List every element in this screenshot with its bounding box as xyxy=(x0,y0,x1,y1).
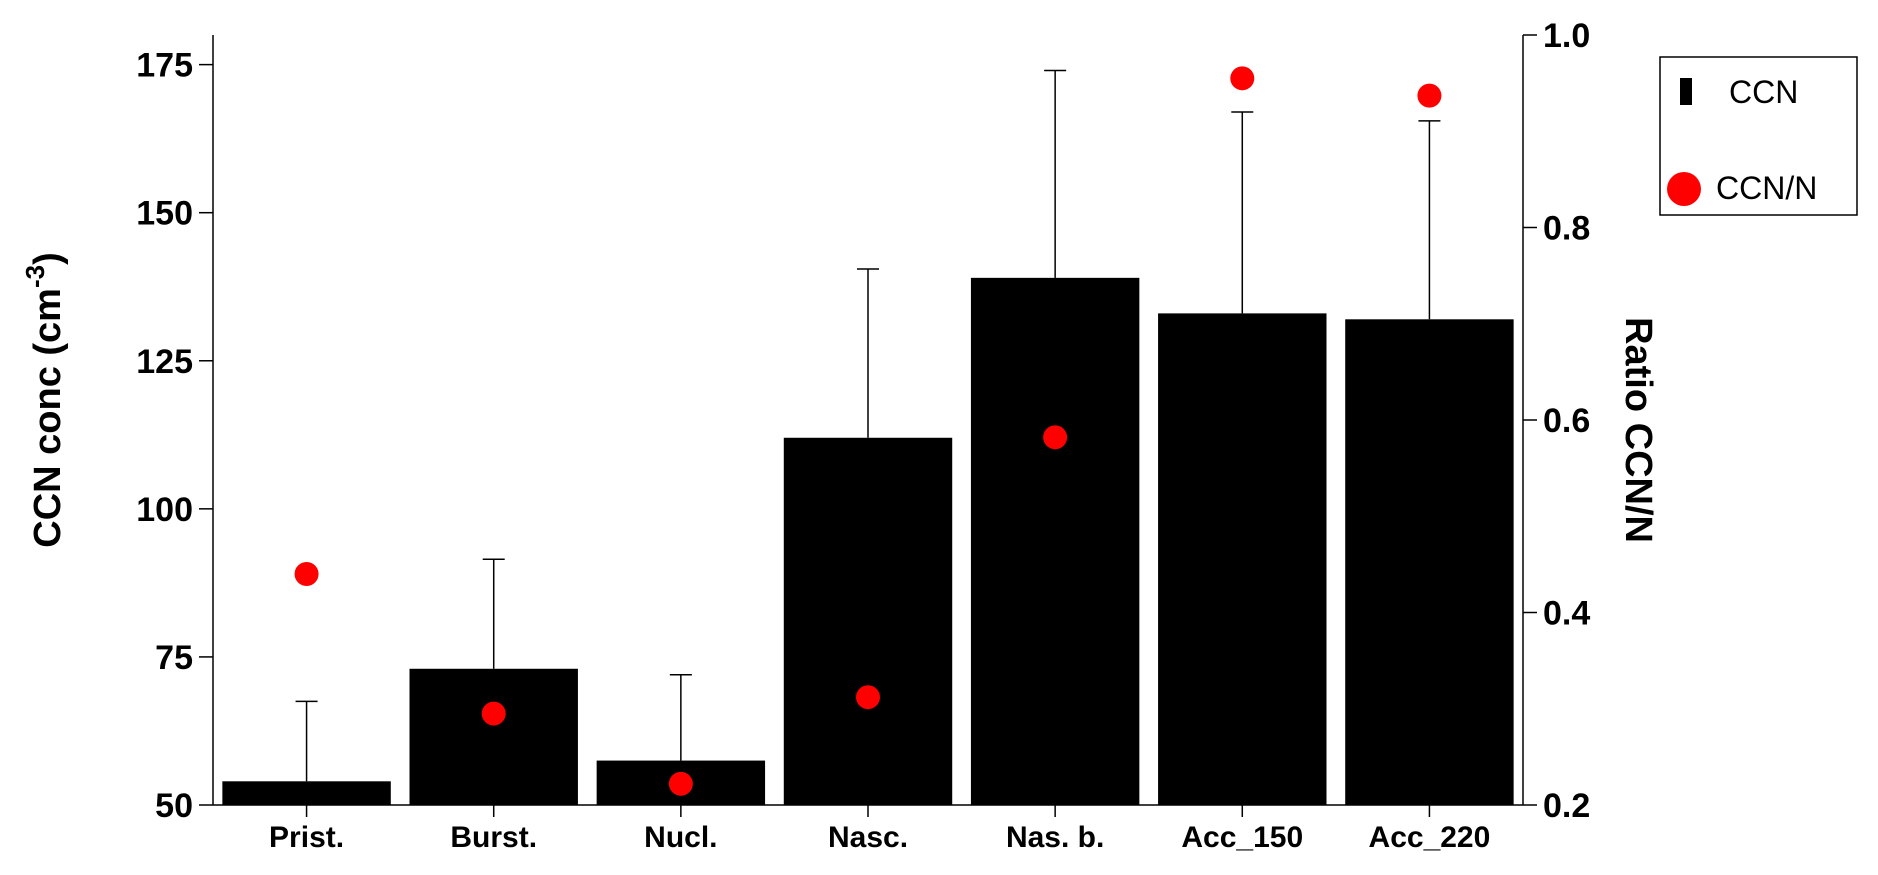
legend: CCN CCN/N xyxy=(1659,56,1858,216)
category-labels: Prist. Burst. Nucl. Nasc. Nas. b. Acc_150 Acc_… xyxy=(269,805,1490,854)
right-tick-label-0-8: 0.8 xyxy=(1543,210,1590,248)
left-tick-label-50: 50 xyxy=(155,787,193,825)
left-tick-label-75: 75 xyxy=(155,639,193,677)
right-tick-label-0-2: 0.2 xyxy=(1543,787,1590,825)
error-bar-group xyxy=(295,69,1441,782)
left-tick-label-125: 125 xyxy=(136,343,193,381)
marker-group xyxy=(294,66,1442,796)
right-axis-ticks: 0.2 0.4 0.6 0.8 1.0 xyxy=(1523,17,1590,825)
category-label-acc-220: Acc_220 xyxy=(1369,821,1491,854)
legend-marker-swatch xyxy=(1667,172,1701,206)
category-label-prist: Prist. xyxy=(269,821,344,854)
category-label-acc-150: Acc_150 xyxy=(1181,821,1303,854)
left-axis-title-close: ) xyxy=(27,252,69,265)
left-tick-label-100: 100 xyxy=(136,491,193,529)
ratio-point-burst xyxy=(481,701,506,726)
left-tick-label-175: 175 xyxy=(136,47,193,85)
legend-bar-swatch xyxy=(1680,78,1692,105)
ratio-point-nasc xyxy=(856,685,880,710)
left-tick-label-150: 150 xyxy=(136,195,193,233)
right-tick-label-0-4: 0.4 xyxy=(1543,595,1590,633)
left-axis-title: CCN conc (cm-3) xyxy=(20,252,69,548)
legend-label-ccn: CCN xyxy=(1729,74,1798,110)
right-tick-label-1-0: 1.0 xyxy=(1543,17,1590,55)
category-label-nasc: Nasc. xyxy=(828,821,908,854)
ratio-point-acc-220 xyxy=(1417,83,1442,108)
category-label-nucl: Nucl. xyxy=(644,821,717,854)
left-axis-title-sup: -3 xyxy=(20,265,50,288)
ratio-point-nas-b xyxy=(1043,425,1068,450)
bar-nas-b xyxy=(970,277,1140,805)
bar-acc-150 xyxy=(1158,313,1327,805)
bar-nasc xyxy=(783,437,953,805)
category-label-burst: Burst. xyxy=(450,821,537,854)
bar-group xyxy=(222,277,1514,805)
category-label-nas-b: Nas. b. xyxy=(1006,821,1104,854)
left-axis-ticks: 50 75 100 125 150 175 xyxy=(136,47,213,825)
left-axis-title-main: CCN conc (cm xyxy=(27,288,69,548)
right-tick-label-0-6: 0.6 xyxy=(1543,402,1590,440)
ratio-point-prist xyxy=(294,562,319,586)
legend-label-ccn-n: CCN/N xyxy=(1716,170,1817,206)
bar-acc-220 xyxy=(1345,319,1514,805)
ratio-point-nucl xyxy=(668,771,693,796)
ratio-point-acc-150 xyxy=(1230,66,1255,91)
right-axis-title: Ratio CCN/N xyxy=(1617,317,1659,543)
bar-burst xyxy=(409,668,578,805)
bar-prist xyxy=(222,781,391,805)
